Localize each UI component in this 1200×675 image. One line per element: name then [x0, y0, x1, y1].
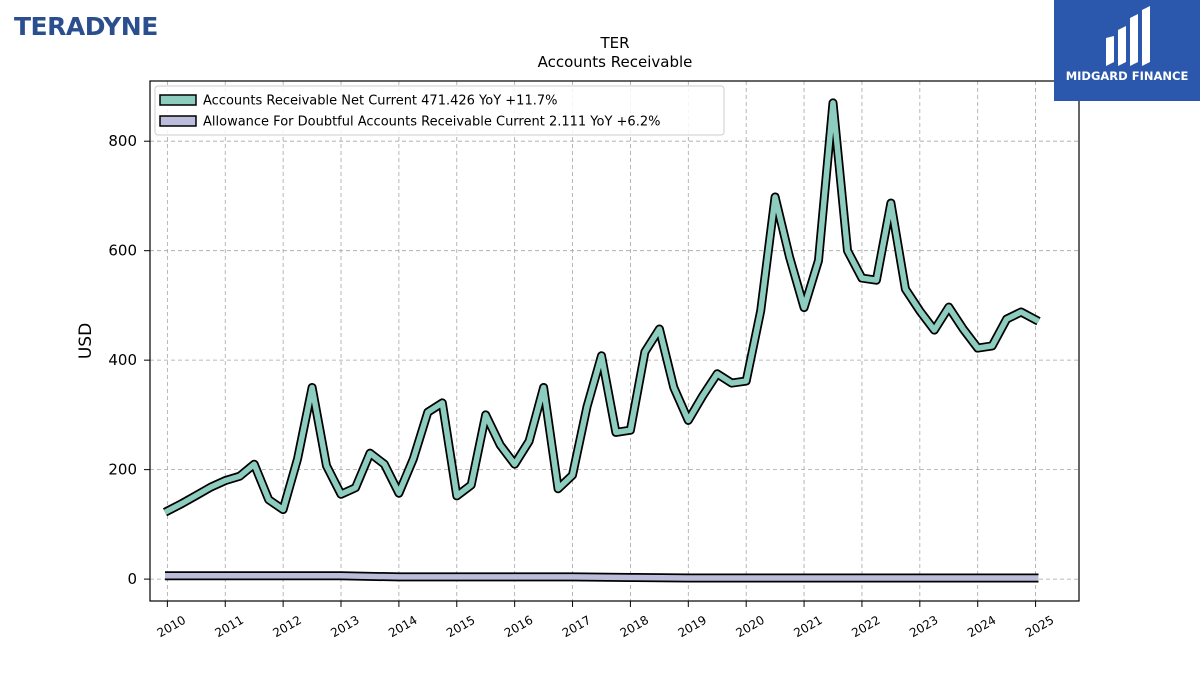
x-tick-label: 2011 [213, 613, 246, 640]
y-axis: 0 200 400 600 800 [108, 132, 150, 588]
x-tick-label: 2019 [676, 613, 709, 640]
legend-label-allowance: Allowance For Doubtful Accounts Receivab… [203, 115, 660, 130]
y-tick-label: 800 [108, 132, 137, 150]
x-tick-label: 2015 [444, 613, 477, 640]
series-line-allowance [165, 571, 1039, 583]
x-tick-label: 2013 [328, 613, 361, 640]
series-layer [162, 98, 1041, 583]
legend: Accounts Receivable Net Current 471.426 … [154, 85, 725, 136]
midgard-finance-badge: MIDGARD FINANCE [1054, 0, 1200, 101]
x-tick-label: 2017 [560, 613, 593, 640]
y-tick-label: 200 [108, 461, 137, 479]
company-logo: TERADYNE [14, 12, 158, 41]
x-tick-label: 2010 [155, 613, 188, 640]
legend-box [154, 85, 725, 136]
badge-text: MIDGARD FINANCE [1065, 69, 1189, 83]
x-axis: 2010 2011 2012 2013 2014 2015 2016 2017 2018 2019… [155, 601, 1056, 640]
legend-swatch-net-current [159, 94, 197, 106]
x-tick-label: 2024 [965, 613, 998, 640]
x-tick-label: 2023 [907, 613, 940, 640]
x-tick-label: 2020 [733, 613, 766, 640]
legend-swatch-allowance [159, 115, 197, 127]
x-tick-label: 2018 [618, 613, 651, 640]
midgard-logo-icon [1106, 6, 1150, 66]
series-line-net-current [162, 98, 1041, 517]
y-axis-label: USD [76, 323, 96, 359]
x-tick-label: 2012 [270, 613, 303, 640]
x-tick-label: 2021 [791, 613, 824, 640]
y-tick-label: 0 [127, 570, 137, 588]
series-line-allowance-fill [165, 573, 1039, 581]
series-line-net-current-fill [163, 100, 1040, 515]
y-tick-label: 400 [108, 351, 137, 369]
y-tick-label: 600 [108, 242, 137, 260]
legend-label-net-current: Accounts Receivable Net Current 471.426 … [203, 94, 558, 109]
x-tick-label: 2022 [849, 613, 882, 640]
series-line-net-current-outline [162, 98, 1041, 517]
chart-title: TER [599, 34, 629, 52]
plot-frame [149, 80, 1080, 602]
chart-subtitle: Accounts Receivable [538, 53, 693, 71]
x-tick-label: 2016 [502, 613, 535, 640]
x-tick-label: 2025 [1023, 613, 1056, 640]
grid-lines [150, 81, 1079, 601]
x-tick-label: 2014 [386, 613, 419, 640]
